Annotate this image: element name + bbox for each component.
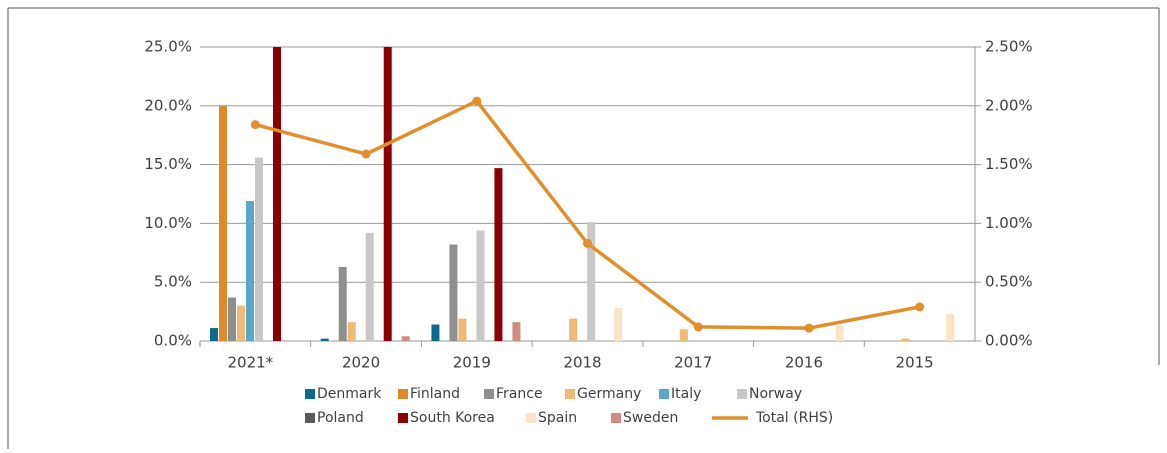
legend-label: Denmark	[317, 386, 382, 402]
marker	[583, 238, 592, 248]
y2-tick-label: 2.00%	[985, 96, 1033, 114]
marker	[915, 302, 925, 312]
bar	[210, 328, 218, 341]
legend-label: Spain	[538, 410, 577, 426]
x-tick-label: 2015	[896, 354, 934, 372]
legend-swatch	[526, 413, 536, 423]
marker	[250, 120, 260, 130]
legend-label: France	[496, 386, 543, 402]
legend-swatch	[305, 413, 315, 423]
bar	[587, 222, 596, 341]
y-tick-label: 10.0%	[144, 214, 192, 232]
legend-swatch	[737, 389, 747, 399]
legend-swatch	[565, 389, 575, 399]
bar	[835, 325, 844, 341]
x-tick-label: 2021*	[228, 354, 274, 372]
x-tick-label: 2020	[342, 354, 380, 372]
bar	[273, 47, 281, 341]
y2-tick-label: 1.00%	[985, 214, 1033, 232]
legend-label: Italy	[671, 386, 701, 402]
bar	[347, 322, 356, 341]
bar	[237, 305, 245, 341]
y-tick-label: 0.0%	[154, 332, 192, 350]
legend-swatch	[398, 389, 408, 399]
bar	[228, 297, 236, 341]
bar	[458, 318, 467, 341]
legend-label: Total (RHS)	[755, 410, 833, 426]
bar	[476, 230, 485, 341]
y-tick-label: 5.0%	[154, 273, 192, 291]
legend-label: Finland	[410, 386, 460, 402]
bar	[383, 47, 392, 341]
bar	[512, 322, 521, 341]
bar	[219, 105, 227, 341]
y-tick-label: 15.0%	[144, 155, 192, 173]
bar	[901, 338, 910, 341]
bar	[431, 324, 440, 341]
marker	[693, 322, 703, 332]
legend-swatch	[398, 413, 408, 423]
bar	[494, 168, 503, 341]
y2-tick-label: 2.50%	[985, 38, 1033, 56]
legend-label: Sweden	[623, 410, 678, 426]
legend-label: Poland	[317, 410, 364, 426]
legend-swatch	[611, 413, 621, 423]
bar	[679, 329, 688, 341]
legend-label: Norway	[749, 386, 802, 402]
marker	[361, 149, 371, 159]
bar	[365, 232, 374, 341]
x-tick-label: 2018	[563, 354, 601, 372]
bar	[614, 308, 623, 341]
y2-tick-label: 0.00%	[985, 332, 1033, 350]
marker	[472, 96, 482, 106]
legend-swatch	[484, 389, 494, 399]
y-tick-label: 25.0%	[144, 38, 192, 56]
bar	[255, 157, 263, 341]
y2-tick-label: 1.50%	[985, 155, 1033, 173]
bar	[946, 313, 955, 341]
x-tick-label: 2016	[785, 354, 823, 372]
y-tick-label: 20.0%	[144, 96, 192, 114]
bar	[401, 336, 410, 341]
x-tick-label: 2017	[674, 354, 712, 372]
marker	[804, 323, 814, 333]
legend-swatch	[659, 389, 669, 399]
legend-label: South Korea	[410, 410, 495, 426]
x-tick-label: 2019	[453, 354, 491, 372]
legend-swatch	[305, 389, 315, 399]
y2-tick-label: 0.50%	[985, 273, 1033, 291]
bar	[338, 266, 347, 341]
bar	[569, 318, 578, 341]
bar	[320, 338, 329, 341]
bar	[449, 244, 458, 341]
bar	[246, 201, 254, 341]
legend-label: Germany	[577, 386, 641, 402]
